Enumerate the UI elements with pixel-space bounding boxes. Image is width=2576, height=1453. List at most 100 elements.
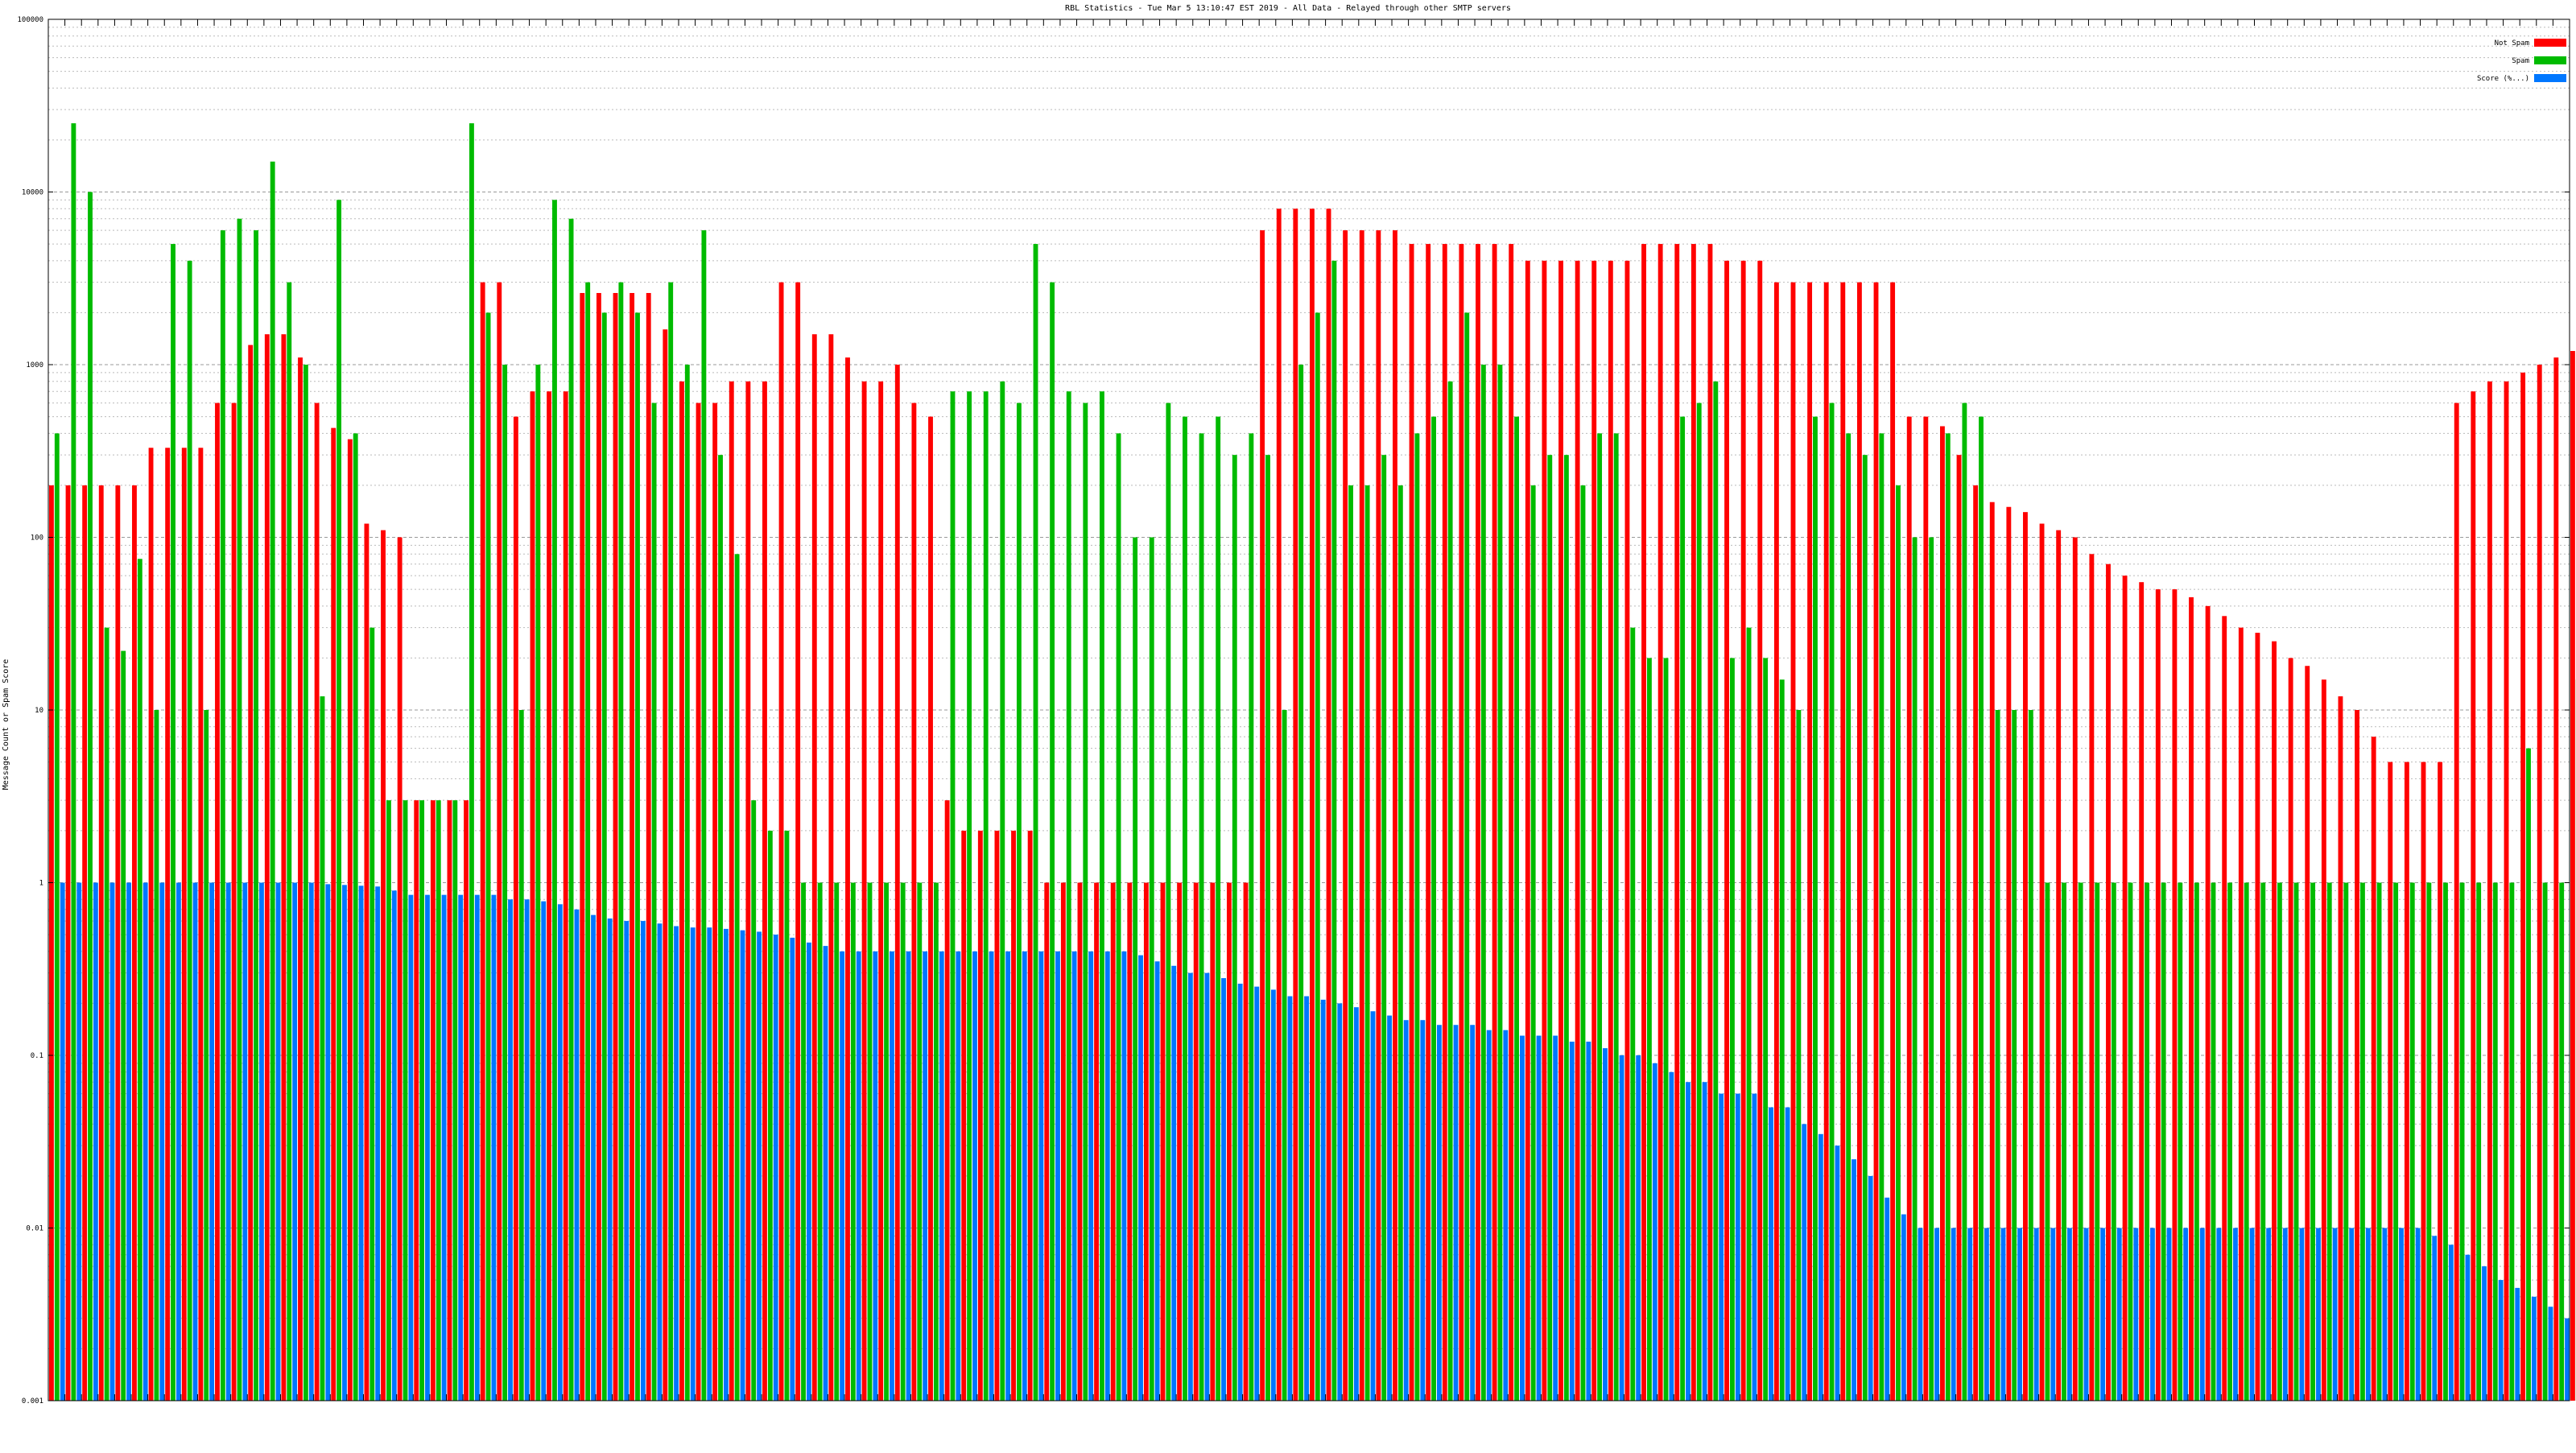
bar-not-spam xyxy=(2372,737,2376,1401)
bar-score- xyxy=(491,895,496,1401)
bar-not-spam xyxy=(431,800,436,1401)
bar-score- xyxy=(1901,1215,1906,1401)
bar-score- xyxy=(1818,1134,1823,1401)
bar-score- xyxy=(1719,1094,1724,1401)
bar-spam xyxy=(2194,883,2199,1401)
bar-not-spam xyxy=(1194,883,1199,1401)
bar-not-spam xyxy=(1957,455,1962,1401)
bar-spam xyxy=(386,800,391,1401)
bar-score- xyxy=(2299,1228,2304,1401)
bar-score- xyxy=(1155,961,1160,1401)
bar-spam xyxy=(1133,538,1137,1401)
bar-spam xyxy=(2377,883,2382,1401)
bar-not-spam xyxy=(696,403,701,1401)
bar-score- xyxy=(741,931,745,1401)
bar-not-spam xyxy=(1144,883,1149,1401)
bar-spam xyxy=(718,455,723,1401)
bar-spam xyxy=(2128,883,2133,1401)
bar-not-spam xyxy=(2073,538,2078,1401)
bar-spam xyxy=(735,554,740,1401)
bar-score- xyxy=(126,883,131,1401)
bar-score- xyxy=(1636,1055,1641,1401)
bar-spam xyxy=(602,312,607,1401)
bar-spam xyxy=(1282,710,1287,1401)
y-tick-label: 1 xyxy=(39,880,43,888)
bar-spam xyxy=(2178,883,2182,1401)
bar-spam xyxy=(2112,883,2116,1401)
bar-spam xyxy=(967,391,972,1401)
bar-score- xyxy=(2283,1228,2288,1401)
bar-score- xyxy=(608,918,613,1401)
legend-label: Spam xyxy=(2512,57,2529,65)
bar-score- xyxy=(1404,1020,1409,1401)
bar-spam xyxy=(436,800,441,1401)
bar-not-spam xyxy=(547,391,551,1401)
bar-spam xyxy=(2277,883,2282,1401)
y-tick-label: 10 xyxy=(35,707,43,715)
bar-score- xyxy=(1570,1042,1575,1401)
bar-spam xyxy=(1763,658,1768,1401)
bar-score- xyxy=(525,899,530,1401)
bar-not-spam xyxy=(1575,261,1580,1401)
bar-spam xyxy=(1481,365,1486,1401)
bar-score- xyxy=(2067,1228,2072,1401)
bar-score- xyxy=(1967,1228,1972,1401)
bar-not-spam xyxy=(1492,244,1497,1401)
bar-score- xyxy=(1304,997,1309,1401)
bar-spam xyxy=(1498,365,1503,1401)
bar-score- xyxy=(1337,1003,1342,1401)
bar-not-spam xyxy=(2206,606,2211,1401)
bar-not-spam xyxy=(895,365,900,1401)
bar-not-spam xyxy=(580,293,584,1401)
bar-not-spam xyxy=(2023,512,2028,1401)
bar-not-spam xyxy=(132,485,137,1401)
bar-not-spam xyxy=(1327,208,1331,1401)
bar-not-spam xyxy=(1177,883,1182,1401)
bar-not-spam xyxy=(1127,883,1132,1401)
bar-spam xyxy=(171,244,175,1401)
bar-spam xyxy=(1896,485,1901,1401)
bar-not-spam xyxy=(1990,502,1995,1401)
bar-not-spam xyxy=(2388,762,2392,1401)
bar-not-spam xyxy=(398,538,402,1401)
bar-spam xyxy=(1100,391,1104,1401)
bar-not-spam xyxy=(1525,261,1530,1401)
bar-score- xyxy=(840,951,844,1401)
bar-not-spam xyxy=(2504,382,2509,1401)
bar-score- xyxy=(2150,1228,2155,1401)
bar-score- xyxy=(226,883,231,1401)
bar-score- xyxy=(2216,1228,2221,1401)
bar-spam xyxy=(1680,417,1685,1401)
bar-score- xyxy=(1470,1025,1475,1401)
bar-spam xyxy=(652,403,657,1401)
bar-spam xyxy=(1431,417,1436,1401)
bar-not-spam xyxy=(2289,658,2293,1401)
bar-spam xyxy=(1547,455,1552,1401)
bar-not-spam xyxy=(2239,628,2244,1401)
bar-spam xyxy=(2046,883,2050,1401)
bar-spam xyxy=(1581,485,1586,1401)
bar-score- xyxy=(2250,1228,2255,1401)
bar-score- xyxy=(658,923,663,1401)
bar-score- xyxy=(2449,1245,2454,1401)
bar-not-spam xyxy=(481,283,485,1401)
bar-not-spam xyxy=(365,524,369,1401)
bar-spam xyxy=(1962,403,1967,1401)
bar-not-spam xyxy=(1791,283,1796,1401)
bar-spam xyxy=(1730,658,1735,1401)
bar-score- xyxy=(1703,1082,1707,1401)
bar-not-spam xyxy=(1011,831,1016,1401)
bar-not-spam xyxy=(2272,642,2277,1401)
bar-spam xyxy=(320,696,325,1401)
y-tick-label: 0.01 xyxy=(26,1225,43,1233)
legend-swatch xyxy=(2534,74,2566,82)
bar-score- xyxy=(2233,1228,2238,1401)
bar-spam xyxy=(155,710,159,1401)
bar-score- xyxy=(1852,1159,1856,1401)
bar-spam xyxy=(635,312,640,1401)
bar-spam xyxy=(2493,883,2498,1401)
bar-spam xyxy=(1415,433,1420,1401)
bar-not-spam xyxy=(646,293,651,1401)
bar-spam xyxy=(2244,883,2249,1401)
bar-not-spam xyxy=(2570,351,2575,1401)
